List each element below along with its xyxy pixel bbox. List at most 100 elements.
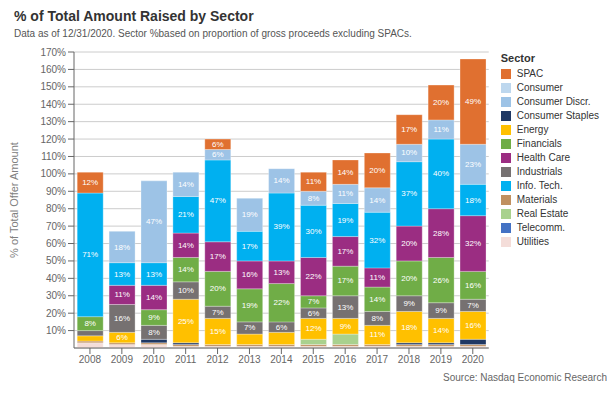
svg-text:6%: 6% <box>212 150 224 159</box>
svg-text:2009: 2009 <box>111 354 134 365</box>
svg-text:2017: 2017 <box>366 354 389 365</box>
svg-text:80%: 80% <box>46 203 66 214</box>
svg-text:13%: 13% <box>146 270 162 279</box>
svg-text:9%: 9% <box>435 306 447 315</box>
svg-text:2013: 2013 <box>238 354 261 365</box>
svg-text:47%: 47% <box>146 217 162 226</box>
svg-text:6%: 6% <box>308 309 320 318</box>
svg-text:19%: 19% <box>242 301 258 310</box>
svg-text:14%: 14% <box>178 180 194 189</box>
svg-text:2012: 2012 <box>206 354 229 365</box>
svg-text:10%: 10% <box>401 148 417 157</box>
svg-text:16%: 16% <box>114 314 130 323</box>
svg-text:17%: 17% <box>401 125 417 134</box>
svg-text:2020: 2020 <box>462 354 485 365</box>
svg-text:20%: 20% <box>46 308 66 319</box>
svg-text:20%: 20% <box>401 274 417 283</box>
svg-text:15%: 15% <box>210 327 226 336</box>
svg-text:11%: 11% <box>370 273 385 282</box>
svg-text:60%: 60% <box>46 238 66 249</box>
svg-text:26%: 26% <box>433 276 449 285</box>
svg-text:11%: 11% <box>338 189 353 198</box>
svg-text:18%: 18% <box>114 243 130 252</box>
svg-text:16%: 16% <box>465 321 481 330</box>
svg-text:6%: 6% <box>276 323 288 332</box>
svg-text:8%: 8% <box>148 328 160 337</box>
svg-text:% of Total Offer Amount: % of Total Offer Amount <box>8 142 20 258</box>
svg-text:14%: 14% <box>178 241 194 250</box>
svg-text:21%: 21% <box>178 210 194 219</box>
svg-text:14%: 14% <box>433 326 449 335</box>
svg-text:19%: 19% <box>242 210 258 219</box>
svg-text:14%: 14% <box>178 265 194 274</box>
svg-text:9%: 9% <box>403 299 415 308</box>
svg-text:50%: 50% <box>46 255 66 266</box>
svg-text:14%: 14% <box>369 295 385 304</box>
svg-text:120%: 120% <box>40 134 66 145</box>
svg-text:12%: 12% <box>306 324 322 333</box>
svg-text:22%: 22% <box>274 298 290 307</box>
svg-text:160%: 160% <box>40 64 66 75</box>
svg-text:25%: 25% <box>178 317 194 326</box>
svg-text:40%: 40% <box>46 273 66 284</box>
svg-text:8%: 8% <box>308 194 320 203</box>
svg-text:13%: 13% <box>274 268 290 277</box>
svg-text:140%: 140% <box>40 99 66 110</box>
svg-text:39%: 39% <box>274 222 290 231</box>
svg-text:32%: 32% <box>465 239 481 248</box>
svg-text:9%: 9% <box>340 322 352 331</box>
svg-text:13%: 13% <box>114 270 130 279</box>
svg-text:17%: 17% <box>242 242 258 251</box>
svg-text:18%: 18% <box>465 196 481 205</box>
svg-text:16%: 16% <box>465 281 481 290</box>
svg-text:6%: 6% <box>116 333 128 342</box>
svg-text:28%: 28% <box>433 229 449 238</box>
svg-text:12%: 12% <box>82 178 98 187</box>
svg-text:19%: 19% <box>337 216 353 225</box>
svg-text:16%: 16% <box>242 270 258 279</box>
svg-text:7%: 7% <box>212 308 224 317</box>
svg-text:20%: 20% <box>210 284 226 293</box>
svg-text:2015: 2015 <box>302 354 325 365</box>
svg-text:14%: 14% <box>274 176 290 185</box>
svg-text:2014: 2014 <box>270 354 293 365</box>
svg-text:71%: 71% <box>82 250 98 259</box>
svg-text:70%: 70% <box>46 221 66 232</box>
svg-text:49%: 49% <box>465 97 481 106</box>
svg-text:20%: 20% <box>433 98 449 107</box>
svg-text:2010: 2010 <box>143 354 166 365</box>
svg-text:11%: 11% <box>370 330 385 339</box>
svg-text:7%: 7% <box>308 297 320 306</box>
svg-text:17%: 17% <box>337 247 353 256</box>
svg-text:14%: 14% <box>369 196 385 205</box>
svg-text:11%: 11% <box>114 290 129 299</box>
svg-text:22%: 22% <box>306 272 322 281</box>
svg-text:11%: 11% <box>306 177 321 186</box>
svg-text:10%: 10% <box>46 325 66 336</box>
svg-text:17%: 17% <box>337 276 353 285</box>
svg-text:170%: 170% <box>40 47 66 58</box>
svg-text:7%: 7% <box>244 323 256 332</box>
svg-text:40%: 40% <box>433 169 449 178</box>
svg-text:47%: 47% <box>210 196 226 205</box>
svg-text:14%: 14% <box>337 168 353 177</box>
svg-text:7%: 7% <box>467 301 479 310</box>
svg-text:11%: 11% <box>433 125 448 134</box>
svg-text:30%: 30% <box>306 227 322 236</box>
svg-text:20%: 20% <box>369 166 385 175</box>
svg-text:32%: 32% <box>369 236 385 245</box>
svg-text:2018: 2018 <box>398 354 421 365</box>
svg-text:9%: 9% <box>148 313 160 322</box>
svg-text:130%: 130% <box>40 116 66 127</box>
svg-text:20%: 20% <box>401 239 417 248</box>
svg-text:8%: 8% <box>372 314 384 323</box>
svg-text:2019: 2019 <box>430 354 453 365</box>
svg-text:23%: 23% <box>465 160 481 169</box>
svg-text:13%: 13% <box>337 303 353 312</box>
svg-text:150%: 150% <box>40 81 66 92</box>
svg-text:18%: 18% <box>401 323 417 332</box>
svg-text:100%: 100% <box>40 168 66 179</box>
svg-text:10%: 10% <box>178 286 194 295</box>
svg-text:8%: 8% <box>84 319 96 328</box>
svg-text:30%: 30% <box>46 290 66 301</box>
